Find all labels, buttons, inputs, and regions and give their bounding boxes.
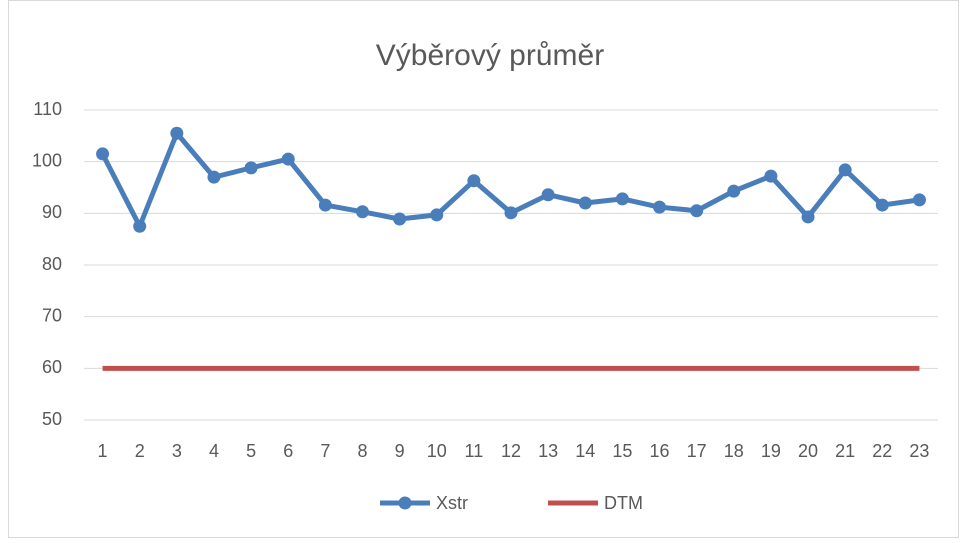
x-tick-label: 5 <box>246 441 256 461</box>
legend-marker <box>398 496 412 510</box>
data-point <box>467 174 481 188</box>
data-point <box>912 193 926 207</box>
x-tick-label: 4 <box>209 441 219 461</box>
data-point <box>801 210 815 224</box>
data-point <box>133 219 147 233</box>
x-tick-label: 13 <box>538 441 558 461</box>
x-tick-label: 12 <box>501 441 521 461</box>
data-point <box>541 188 555 202</box>
data-point <box>207 170 221 184</box>
data-point <box>96 147 110 161</box>
data-point <box>690 204 704 218</box>
x-tick-label: 3 <box>172 441 182 461</box>
x-tick-label: 9 <box>395 441 405 461</box>
data-point <box>318 198 332 212</box>
y-tick-label: 70 <box>42 305 62 325</box>
x-tick-label: 21 <box>835 441 855 461</box>
data-point <box>727 184 741 198</box>
x-tick-label: 11 <box>465 441 484 461</box>
data-point <box>430 208 444 222</box>
x-tick-label: 15 <box>612 441 632 461</box>
y-tick-label: 90 <box>42 202 62 222</box>
data-point <box>504 206 518 220</box>
x-tick-label: 20 <box>798 441 818 461</box>
data-point <box>244 161 258 175</box>
x-tick-label: 18 <box>724 441 744 461</box>
chart-title: Výběrový průměr <box>376 39 604 72</box>
data-point <box>393 212 407 226</box>
x-tick-label: 23 <box>909 441 929 461</box>
x-tick-label: 2 <box>135 441 145 461</box>
x-tick-label: 22 <box>872 441 892 461</box>
x-tick-label: 10 <box>427 441 447 461</box>
y-tick-label: 80 <box>42 254 62 274</box>
data-point <box>170 126 184 140</box>
data-point <box>578 196 592 210</box>
data-point <box>875 198 889 212</box>
y-tick-label: 60 <box>42 357 62 377</box>
x-tick-label: 14 <box>575 441 595 461</box>
x-tick-label: 17 <box>687 441 707 461</box>
y-tick-label: 110 <box>33 99 62 119</box>
chart-border <box>8 0 959 538</box>
data-point <box>764 169 778 183</box>
y-tick-label: 50 <box>42 409 62 429</box>
legend-label: DTM <box>604 493 643 513</box>
data-point <box>615 192 629 206</box>
legend-label: Xstr <box>436 493 468 513</box>
data-point <box>281 152 295 166</box>
data-point <box>838 163 852 177</box>
x-tick-label: 6 <box>283 441 293 461</box>
x-tick-label: 7 <box>320 441 330 461</box>
x-tick-label: 19 <box>761 441 781 461</box>
data-point <box>653 200 667 214</box>
data-point <box>355 205 369 219</box>
x-tick-label: 8 <box>357 441 367 461</box>
y-tick-label: 100 <box>32 150 62 170</box>
x-tick-label: 16 <box>650 441 670 461</box>
x-tick-label: 1 <box>98 441 108 461</box>
